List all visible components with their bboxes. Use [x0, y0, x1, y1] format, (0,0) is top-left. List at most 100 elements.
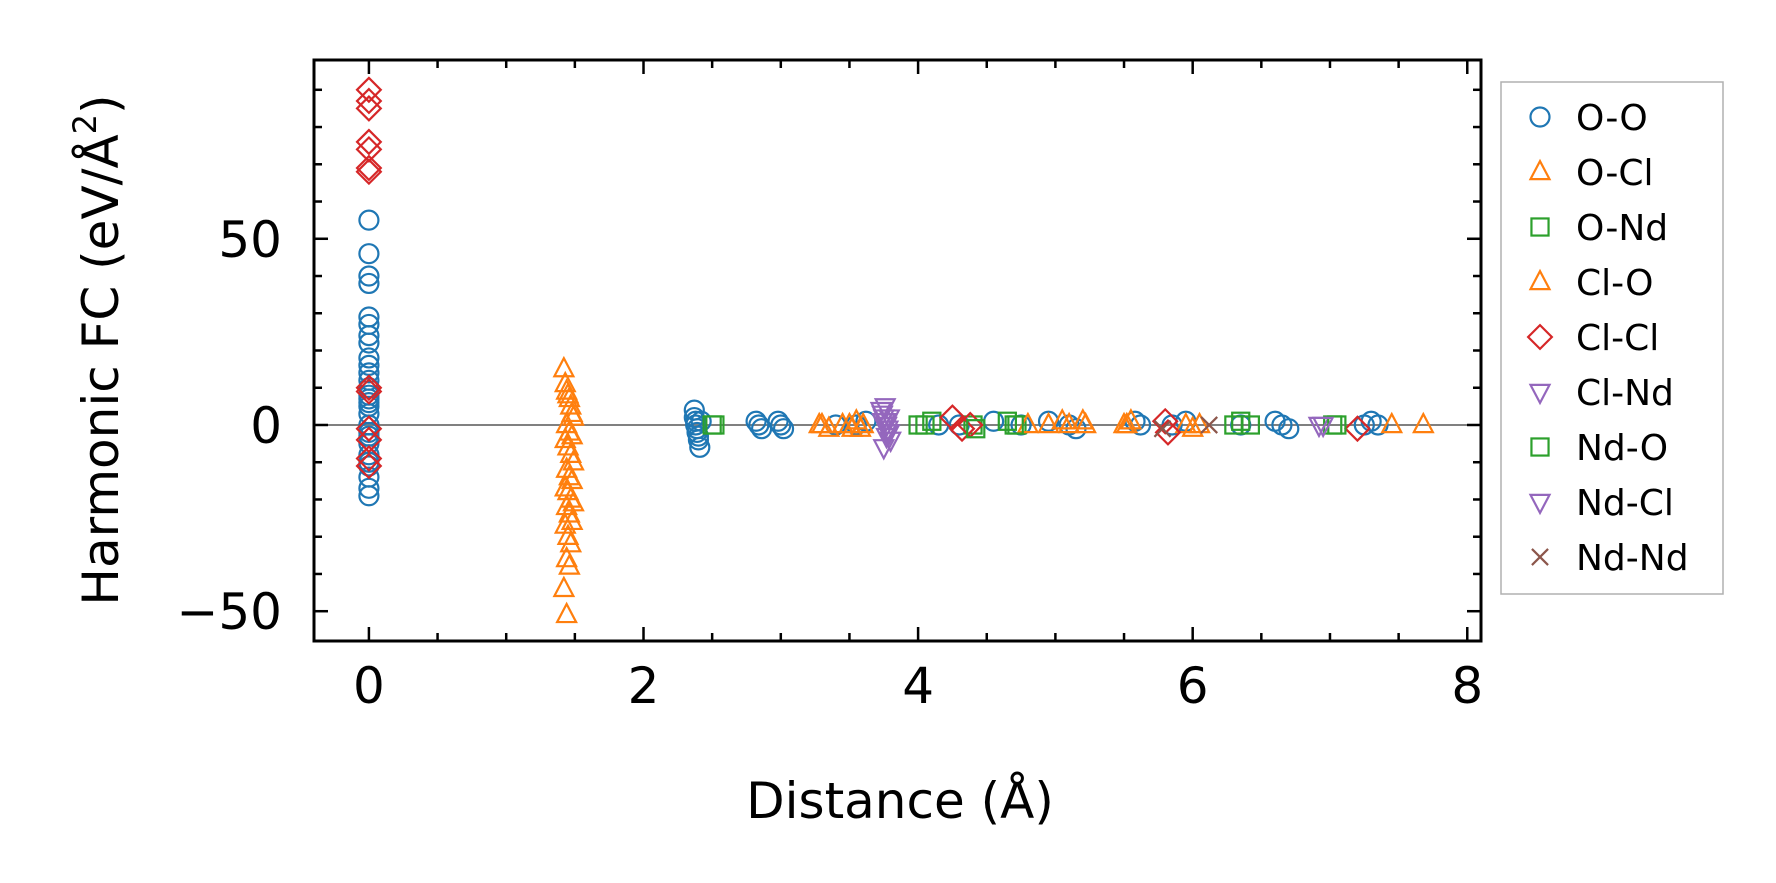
data-point	[558, 553, 581, 575]
series-o-cl	[552, 355, 1205, 624]
data-point	[1151, 407, 1179, 435]
data-point	[845, 414, 867, 436]
legend-item: Cl-Cl	[1526, 318, 1659, 359]
legend-item: Nd-Cl	[1528, 483, 1674, 524]
data-point	[562, 448, 585, 471]
y-tick-label: 0	[250, 397, 282, 455]
data-point	[559, 530, 583, 553]
data-point	[831, 411, 854, 434]
data-point	[1004, 415, 1024, 435]
data-point	[355, 76, 383, 104]
legend-label: Cl-Nd	[1576, 373, 1674, 414]
data-point	[873, 398, 897, 420]
legend-marker	[1528, 268, 1552, 291]
axes	[312, 58, 1483, 643]
legend-label: O-Cl	[1576, 153, 1653, 194]
legend-item: O-Nd	[1530, 208, 1668, 249]
data-point	[983, 410, 1005, 432]
x-tick-label: 6	[1177, 657, 1209, 715]
legend-marker	[1528, 158, 1552, 181]
series-o-o	[358, 209, 1389, 507]
legend-item: Nd-Nd	[1531, 538, 1689, 579]
data-point	[1037, 411, 1060, 434]
data-point	[355, 158, 383, 186]
legend-marker	[1526, 323, 1554, 351]
data-point	[871, 413, 894, 435]
plot-frame	[312, 58, 1483, 643]
legend-item: Cl-O	[1528, 263, 1653, 304]
legend-marker	[1528, 383, 1552, 406]
data-point	[851, 411, 875, 434]
data-point	[355, 87, 383, 115]
legend-marker	[1528, 493, 1552, 516]
data-point	[948, 415, 976, 443]
x-axis-label: Distance (Å)	[746, 772, 1054, 830]
series-nd-nd	[1153, 416, 1219, 438]
data-point	[358, 362, 380, 384]
data-point	[1119, 407, 1143, 430]
data-point	[358, 455, 380, 477]
legend-label: Nd-Nd	[1576, 538, 1689, 579]
data-point	[840, 415, 864, 437]
x-tick-label: 2	[628, 657, 660, 715]
legend-marker	[1529, 106, 1551, 128]
legend-item: O-O	[1529, 98, 1648, 139]
data-point	[552, 575, 576, 598]
data-point	[355, 426, 383, 454]
data-point	[358, 209, 380, 231]
y-tick-label: 50	[218, 211, 282, 269]
data-point	[1153, 419, 1172, 438]
data-point	[358, 325, 380, 347]
data-point	[915, 415, 935, 435]
data-point	[876, 424, 900, 446]
legend-label: Nd-Cl	[1576, 483, 1674, 524]
data-point	[358, 265, 380, 287]
data-point	[358, 347, 380, 369]
data-point	[1380, 411, 1404, 434]
legend-label: Nd-O	[1576, 428, 1668, 469]
data-point	[355, 374, 383, 402]
series-cl-o	[807, 407, 1435, 437]
legend-marker	[1531, 548, 1549, 566]
data-point	[355, 452, 383, 480]
data-point	[355, 94, 383, 122]
legend-item: Cl-Nd	[1528, 373, 1674, 414]
data-point	[705, 415, 725, 435]
legend-entries: O-O O-Cl O-Nd Cl-O Cl-Cl Cl-Nd Nd-O Nd-Cl Nd-Nd	[1526, 98, 1689, 579]
legend-item: Nd-O	[1530, 428, 1668, 469]
data-point	[355, 135, 383, 163]
data-point	[1115, 411, 1139, 434]
data-point	[966, 419, 986, 439]
data-point	[772, 418, 795, 440]
y-axis-label-close: )	[72, 94, 130, 114]
data-point	[1311, 416, 1335, 439]
data-point	[938, 404, 966, 431]
data-points	[355, 76, 1435, 624]
data-point	[1412, 411, 1435, 434]
data-point	[358, 332, 380, 354]
tick-labels: 0 2 4 6 8 −50 0 50	[176, 211, 1483, 715]
data-point	[555, 601, 578, 624]
legend-label: Cl-O	[1576, 263, 1653, 304]
tick-marks	[314, 60, 1481, 641]
data-point	[922, 411, 942, 431]
data-point	[1278, 418, 1300, 440]
data-point	[355, 378, 383, 405]
data-point	[355, 154, 383, 182]
legend-item: O-Cl	[1528, 153, 1653, 194]
data-point	[770, 414, 792, 436]
data-point	[1057, 411, 1081, 434]
y-axis-label-superscript: 2	[66, 114, 104, 134]
legend-label: O-O	[1576, 98, 1648, 139]
data-point	[1367, 414, 1389, 436]
data-point	[562, 404, 585, 426]
y-tick-label: −50	[176, 583, 282, 641]
data-point	[1231, 411, 1251, 431]
y-axis-label-main: Harmonic FC (eV/Å	[72, 134, 130, 605]
y-axis-label: Harmonic FC (eV/Å2)	[66, 94, 130, 605]
data-point	[690, 410, 712, 432]
data-point	[1071, 407, 1095, 430]
legend-label: Cl-Cl	[1576, 318, 1659, 359]
data-point	[689, 436, 711, 458]
legend-marker	[1530, 217, 1550, 237]
